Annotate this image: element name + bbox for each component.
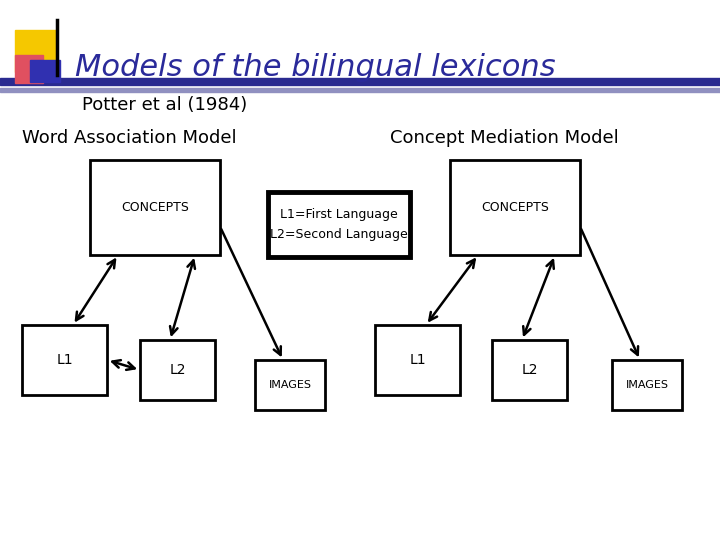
Bar xyxy=(268,192,410,257)
Bar xyxy=(375,325,460,395)
Text: IMAGES: IMAGES xyxy=(626,380,668,390)
Text: Potter et al (1984): Potter et al (1984) xyxy=(82,96,247,114)
Bar xyxy=(450,160,580,255)
Bar xyxy=(140,340,215,400)
Text: IMAGES: IMAGES xyxy=(269,380,312,390)
Text: L2: L2 xyxy=(169,363,186,377)
Bar xyxy=(492,340,567,400)
Bar xyxy=(30,60,60,82)
Text: Word Association Model: Word Association Model xyxy=(22,129,237,147)
Bar xyxy=(90,160,220,255)
Text: L2: L2 xyxy=(521,363,538,377)
Bar xyxy=(255,360,325,410)
Bar xyxy=(0,88,720,92)
Bar xyxy=(15,30,57,72)
Text: L1: L1 xyxy=(56,353,73,367)
Text: CONCEPTS: CONCEPTS xyxy=(121,201,189,214)
Text: Models of the bilingual lexicons: Models of the bilingual lexicons xyxy=(75,53,556,83)
Bar xyxy=(15,55,43,83)
Text: L1: L1 xyxy=(409,353,426,367)
Bar xyxy=(22,325,107,395)
Bar xyxy=(612,360,682,410)
Text: CONCEPTS: CONCEPTS xyxy=(481,201,549,214)
Text: Concept Mediation Model: Concept Mediation Model xyxy=(390,129,618,147)
Bar xyxy=(0,78,720,85)
Text: L1=First Language: L1=First Language xyxy=(280,208,398,221)
Text: L2=Second Language: L2=Second Language xyxy=(270,228,408,241)
